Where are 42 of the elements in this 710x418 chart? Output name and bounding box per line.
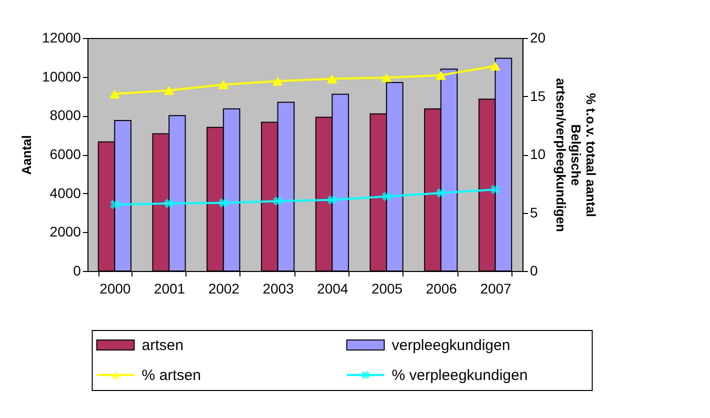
legend-label: verpleegkundigen xyxy=(392,337,510,354)
y-tick-label: 8000 xyxy=(50,107,82,124)
point xyxy=(326,74,338,84)
y-tick-label: 0 xyxy=(73,262,82,278)
point xyxy=(273,196,282,206)
y2-tick-label: 0 xyxy=(530,262,538,278)
point xyxy=(490,61,501,70)
x-tick-label: 2006 xyxy=(426,280,458,296)
y-tick-label: 10000 xyxy=(42,68,82,84)
point xyxy=(272,76,284,86)
point xyxy=(381,73,392,82)
y2-tick-label: 5 xyxy=(530,204,538,220)
y2-tick-label: 10 xyxy=(530,146,546,162)
point xyxy=(382,192,392,202)
point xyxy=(436,188,446,198)
y-axis-title: Aantal xyxy=(19,135,34,175)
point xyxy=(110,200,120,210)
legend-label: % verpleegkundigen xyxy=(392,367,528,384)
x-tick-label: 2001 xyxy=(154,280,186,296)
point xyxy=(164,198,174,208)
point xyxy=(109,89,120,98)
x-tick-label: 2003 xyxy=(262,280,294,296)
point xyxy=(327,195,337,205)
y-tick-label: 6000 xyxy=(50,146,82,162)
legend-label: artsen xyxy=(142,337,184,354)
y-tick-label: 4000 xyxy=(50,184,82,201)
y2-tick-label: 20 xyxy=(530,30,546,46)
x-tick-label: 2005 xyxy=(371,280,403,296)
y-tick-label: 12000 xyxy=(42,30,82,46)
point xyxy=(490,184,500,194)
legend-label: % artsen xyxy=(142,367,201,384)
y2-axis-title: % t.o.v. totaal aantal Belgische artsen/verpleegkundigen xyxy=(554,78,599,232)
point xyxy=(218,198,228,208)
x-tick-label: 2007 xyxy=(480,280,512,296)
y-tick-label: 2000 xyxy=(50,224,82,240)
point xyxy=(436,70,446,80)
x-tick-label: 2002 xyxy=(208,280,240,296)
x-tick-label: 2004 xyxy=(317,280,348,296)
point xyxy=(218,80,229,90)
x-tick-label: 2000 xyxy=(100,280,131,296)
point xyxy=(164,86,174,95)
y2-tick-label: 15 xyxy=(530,88,546,104)
